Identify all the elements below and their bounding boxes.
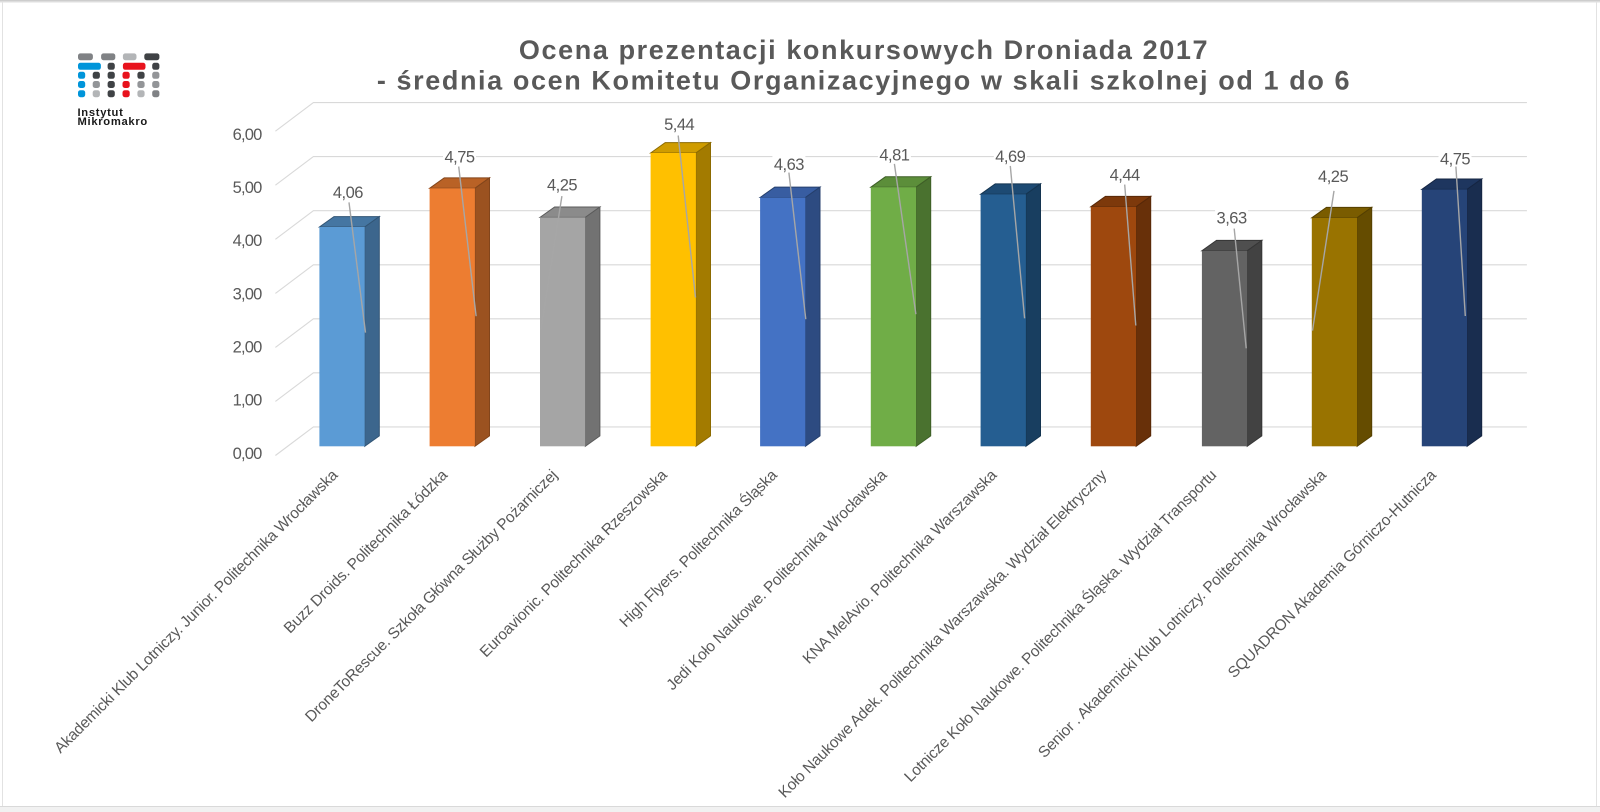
svg-text:4,00: 4,00 (233, 232, 263, 250)
svg-text:Mikromakro: Mikromakro (78, 116, 148, 128)
svg-text:4,44: 4,44 (1110, 166, 1140, 184)
svg-text:5,44: 5,44 (664, 116, 694, 134)
svg-text:6,00: 6,00 (233, 126, 263, 144)
svg-text:Instytut: Instytut (78, 107, 124, 119)
svg-text:Ocena prezentacji konkursowych: Ocena prezentacji konkursowych Droniada … (519, 35, 1209, 65)
svg-text:4,69: 4,69 (995, 148, 1025, 166)
svg-text:2,00: 2,00 (233, 339, 263, 357)
svg-text:4,25: 4,25 (1318, 168, 1348, 186)
svg-text:- średnia ocen Komitetu Organi: - średnia ocen Komitetu Organizacyjnego … (377, 65, 1351, 95)
svg-text:4,81: 4,81 (879, 147, 909, 165)
svg-text:3,00: 3,00 (233, 285, 263, 303)
svg-text:3,63: 3,63 (1217, 210, 1247, 228)
svg-text:4,75: 4,75 (1440, 150, 1470, 168)
svg-text:4,06: 4,06 (333, 184, 363, 202)
svg-text:4,63: 4,63 (774, 156, 804, 174)
svg-text:1,00: 1,00 (233, 392, 263, 410)
svg-text:4,75: 4,75 (444, 148, 474, 166)
svg-text:0,00: 0,00 (233, 445, 263, 463)
svg-text:4,25: 4,25 (547, 177, 577, 195)
svg-text:5,00: 5,00 (233, 179, 263, 197)
